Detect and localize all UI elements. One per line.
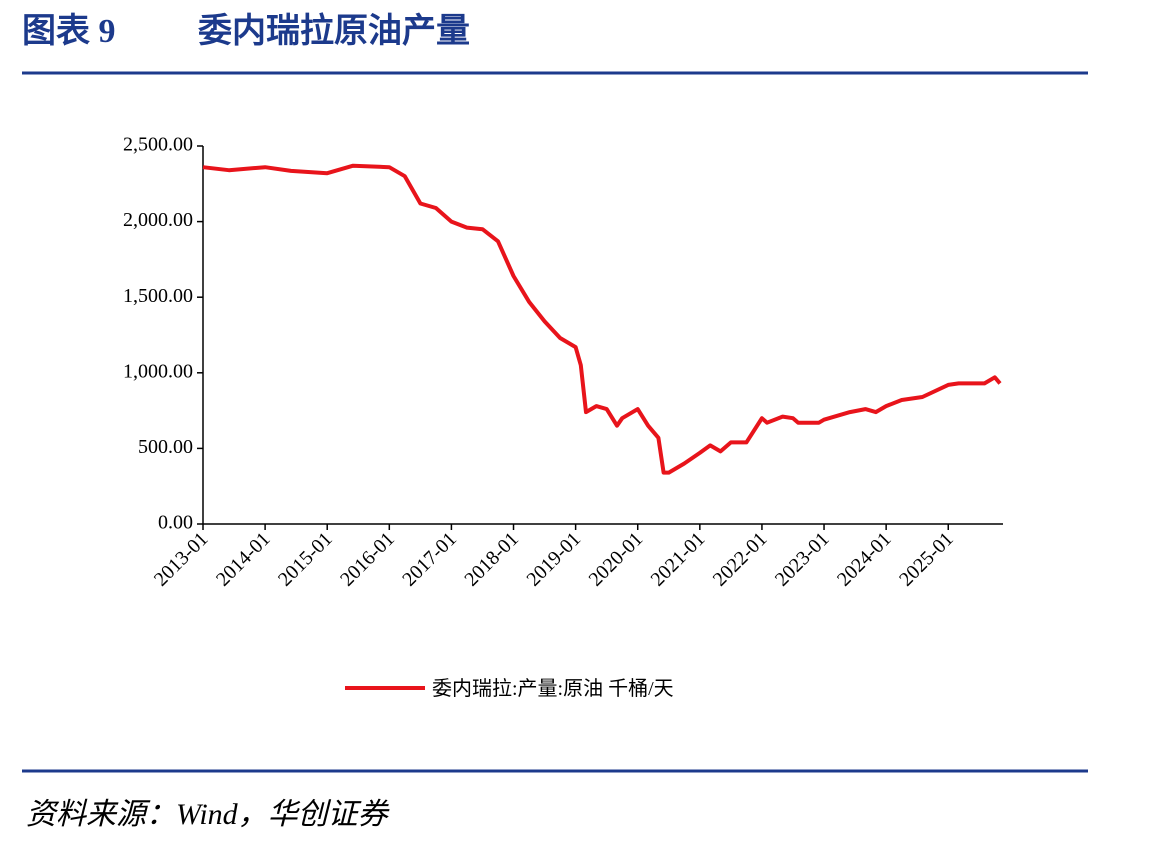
chart: 0.00 500.00 1,000.00 1,500.00 2,000.00 2,500.… xyxy=(123,134,1003,700)
x-tick-label: 2013-01 xyxy=(150,528,213,591)
x-tick-label: 2021-01 xyxy=(647,528,710,591)
figure-label: 图表 9 xyxy=(22,12,116,50)
x-tick-label: 2020-01 xyxy=(585,528,648,591)
x-tick-label: 2014-01 xyxy=(212,528,275,591)
x-tick-label: 2025-01 xyxy=(895,528,958,591)
x-tick-label: 2022-01 xyxy=(709,528,772,591)
x-tick-label: 2019-01 xyxy=(522,528,585,591)
y-tick-label: 0.00 xyxy=(158,512,193,534)
x-tick-label: 2015-01 xyxy=(274,528,337,591)
x-tick-label: 2016-01 xyxy=(336,528,399,591)
data-line xyxy=(202,163,1002,475)
x-tick-label: 2018-01 xyxy=(460,528,523,591)
x-tick-label: 2023-01 xyxy=(771,528,834,591)
y-tick-label: 2,000.00 xyxy=(123,209,193,231)
y-tick-label: 2,500.00 xyxy=(123,134,193,156)
y-tick-label: 1,500.00 xyxy=(123,285,193,307)
legend-label: 委内瑞拉:产量:原油 千桶/天 xyxy=(432,677,674,700)
x-tick-label: 2024-01 xyxy=(833,528,896,591)
source-note: 资料来源：Wind，华创证券 xyxy=(26,798,390,831)
chart-title: 委内瑞拉原油产量 xyxy=(198,12,470,50)
y-tick-label: 1,000.00 xyxy=(123,360,193,382)
x-tick-label: 2017-01 xyxy=(398,528,461,591)
y-tick-label: 500.00 xyxy=(138,436,193,458)
